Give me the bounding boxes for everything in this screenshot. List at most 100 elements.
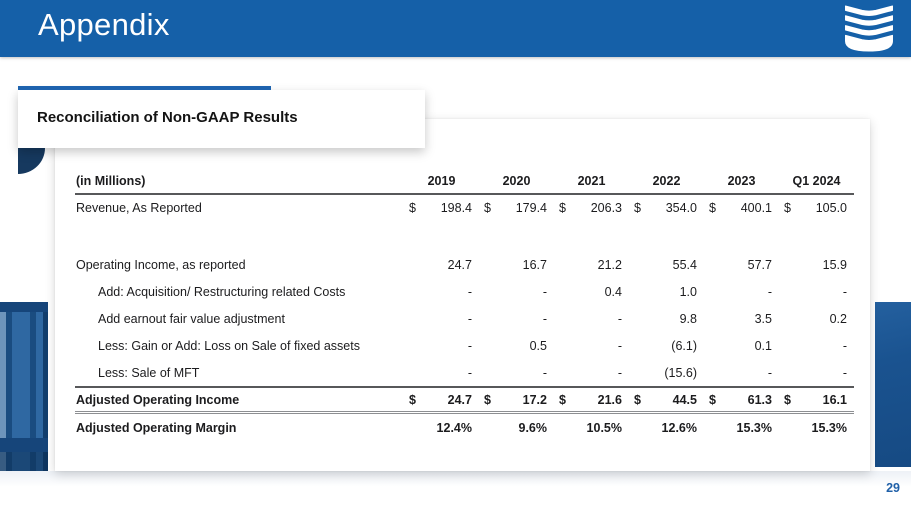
- table-cell: 0.1: [704, 339, 779, 353]
- table-header-row: (in Millions) 2019 2020 2021 2022 2023 Q1 2024: [75, 168, 854, 195]
- title-card-corner-fold: [18, 148, 45, 174]
- cell-value: 55.4: [672, 257, 697, 272]
- cell-value: -: [617, 338, 622, 353]
- table-cell: -: [779, 339, 854, 353]
- table-row: Less: Gain or Add: Loss on Sale of fixed…: [75, 332, 854, 359]
- column-header: 2021: [577, 173, 606, 188]
- cell-value: -: [767, 365, 772, 380]
- title-accent-line: [18, 86, 271, 90]
- background-photo-left: [0, 302, 48, 471]
- table-row: Less: Sale of MFT - - - (15.6) - -: [75, 359, 854, 388]
- cell-value: 0.4: [604, 284, 622, 299]
- section-title: Reconciliation of Non-GAAP Results: [37, 109, 298, 126]
- page-number: 29: [886, 481, 900, 495]
- cell-value: (6.1): [671, 338, 697, 353]
- cell-value: 179.4: [515, 201, 547, 215]
- cell-value: -: [467, 284, 472, 299]
- cell-value: 354.0: [665, 201, 697, 215]
- row-label: Revenue, As Reported: [76, 201, 202, 215]
- table-cell: -: [779, 366, 854, 380]
- cell-value: 3.5: [754, 311, 772, 326]
- table-cell: $105.0: [779, 201, 854, 215]
- cell-value: 17.2: [522, 392, 547, 407]
- row-label: Adjusted Operating Margin: [76, 421, 237, 435]
- table-cell: 15.9: [779, 258, 854, 272]
- table-cell: 24.7: [404, 258, 479, 272]
- table-cell: -: [779, 285, 854, 299]
- table-cell: $17.2: [479, 393, 554, 407]
- slide-title: Appendix: [38, 7, 170, 42]
- table-cell: -: [554, 366, 629, 380]
- cell-value: 16.7: [522, 257, 547, 272]
- cell-value: 105.0: [815, 201, 847, 215]
- cell-value: 24.7: [447, 392, 472, 407]
- table-row: Revenue, As Reported $198.4 $179.4 $206.3 $3…: [75, 195, 854, 221]
- cell-value: -: [842, 365, 847, 380]
- cell-value: 0.5: [529, 338, 547, 353]
- table-cell: -: [404, 312, 479, 326]
- row-label: Add earnout fair value adjustment: [98, 311, 285, 326]
- table-cell: 16.7: [479, 258, 554, 272]
- cell-value: 21.6: [597, 392, 622, 407]
- row-label: Operating Income, as reported: [76, 257, 246, 272]
- table-cell: $21.6: [554, 393, 629, 407]
- cell-value: -: [467, 311, 472, 326]
- cell-value: -: [542, 311, 547, 326]
- cell-value: 0.2: [829, 311, 847, 326]
- table-cell: 21.2: [554, 258, 629, 272]
- table-cell: 10.5%: [554, 421, 629, 435]
- cell-value: 15.3%: [736, 421, 772, 435]
- background-photo-right: [875, 302, 911, 467]
- currency-symbol: $: [559, 201, 566, 215]
- cell-value: 9.8: [679, 311, 697, 326]
- table-cell: -: [479, 312, 554, 326]
- table-cell: 9.8: [629, 312, 704, 326]
- cell-value: -: [542, 284, 547, 299]
- table-row: Add: Acquisition/ Restructuring related …: [75, 278, 854, 305]
- cell-value: 57.7: [747, 257, 772, 272]
- table-cell: $61.3: [704, 393, 779, 407]
- column-header: 2022: [652, 173, 681, 188]
- table-row: Adjusted Operating Income $24.7 $17.2 $21.6…: [75, 388, 854, 414]
- table-cell: $24.7: [404, 393, 479, 407]
- table-cell: -: [404, 339, 479, 353]
- row-label: Add: Acquisition/ Restructuring related …: [98, 284, 346, 299]
- table-cell: -: [404, 285, 479, 299]
- table-cell: $44.5: [629, 393, 704, 407]
- table-row: Adjusted Operating Margin 12.4% 9.6% 10.5% 1…: [75, 414, 854, 442]
- reconciliation-table: (in Millions) 2019 2020 2021 2022 2023 Q1 2024…: [75, 168, 854, 442]
- table-cell: 0.5: [479, 339, 554, 353]
- cell-value: 16.1: [822, 392, 847, 407]
- cell-value: -: [617, 365, 622, 380]
- cell-value: 10.5%: [586, 421, 622, 435]
- cell-value: 206.3: [590, 201, 622, 215]
- table-cell: -: [704, 366, 779, 380]
- table-cell: -: [404, 366, 479, 380]
- table-row: Add earnout fair value adjustment - - - 9.8 3…: [75, 305, 854, 332]
- cell-value: 9.6%: [518, 421, 548, 435]
- cell-value: -: [767, 284, 772, 299]
- currency-symbol: $: [484, 392, 491, 407]
- table-spacer: [75, 221, 854, 251]
- cell-value: -: [842, 338, 847, 353]
- company-logo-icon: [844, 5, 894, 52]
- table-cell: 1.0: [629, 285, 704, 299]
- currency-symbol: $: [484, 201, 491, 215]
- cell-value: -: [617, 311, 622, 326]
- table-cell: $400.1: [704, 201, 779, 215]
- cell-value: (15.6): [664, 365, 697, 380]
- currency-symbol: $: [709, 201, 716, 215]
- currency-symbol: $: [784, 201, 791, 215]
- table-cell: -: [479, 366, 554, 380]
- row-label: Less: Sale of MFT: [98, 365, 200, 380]
- table-cell: -: [554, 339, 629, 353]
- unit-label: (in Millions): [76, 173, 146, 188]
- table-cell: 0.4: [554, 285, 629, 299]
- cell-value: 44.5: [672, 392, 697, 407]
- column-header: Q1 2024: [792, 173, 841, 188]
- table-cell: 3.5: [704, 312, 779, 326]
- column-header: 2023: [727, 173, 756, 188]
- currency-symbol: $: [634, 392, 641, 407]
- cell-value: 12.4%: [436, 421, 472, 435]
- cell-value: 61.3: [747, 392, 772, 407]
